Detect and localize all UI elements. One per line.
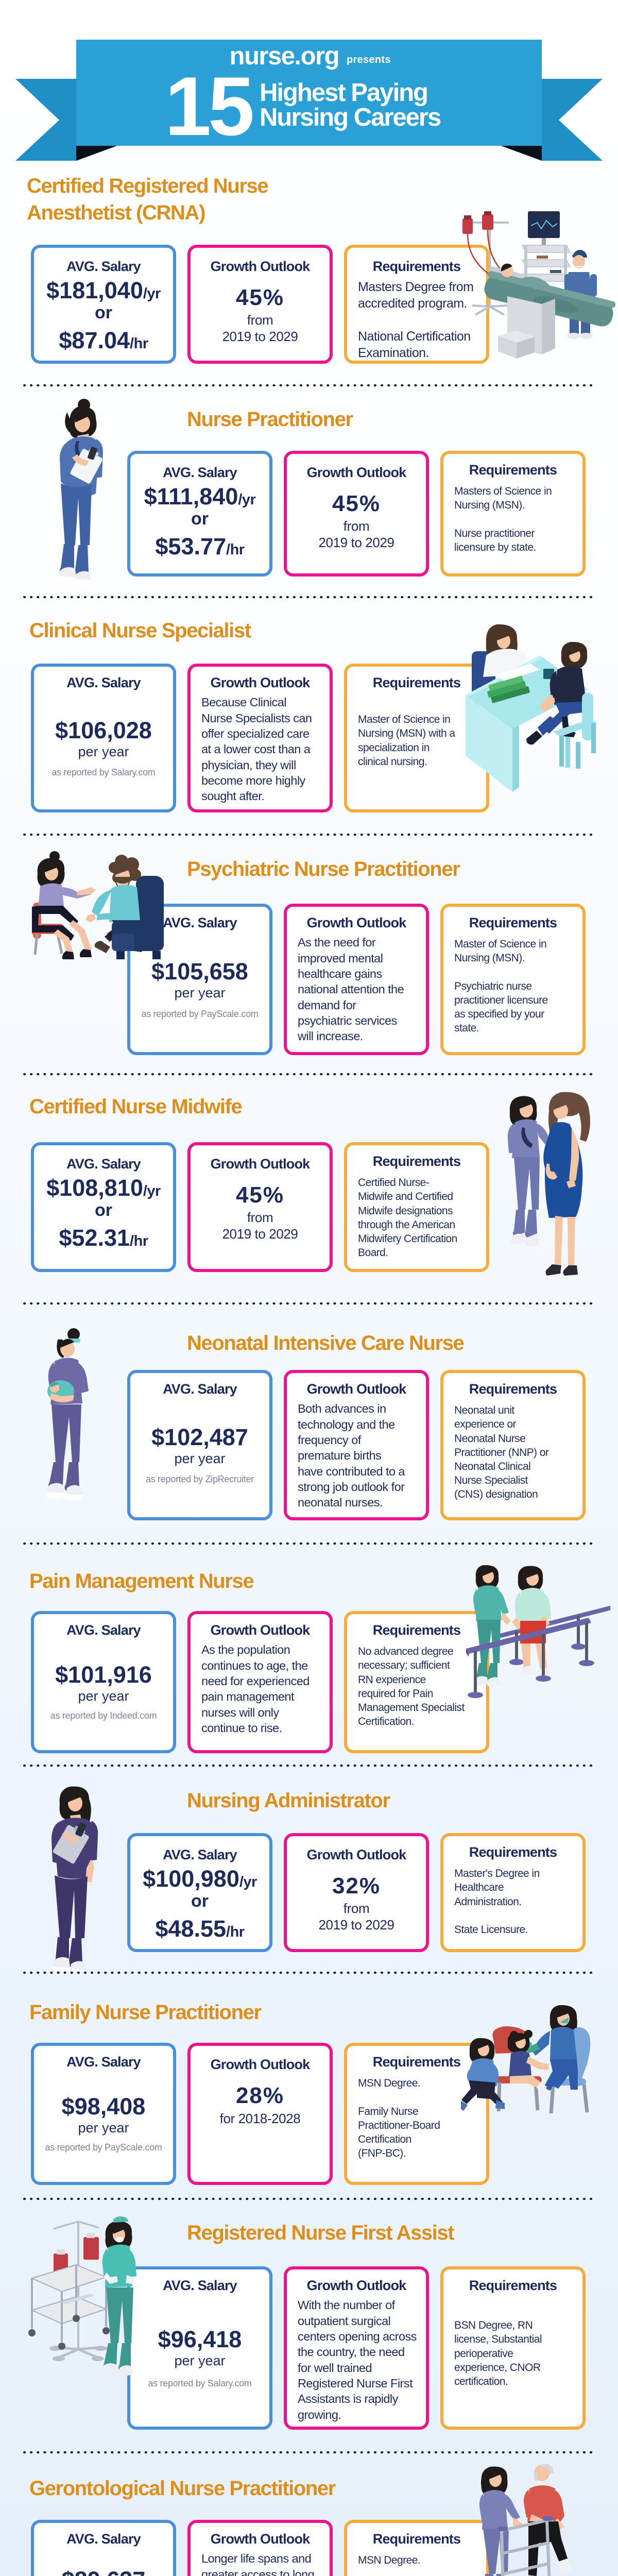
svg-text:Highest Paying: Highest Paying — [260, 79, 427, 107]
svg-text:Nursing Careers: Nursing Careers — [260, 104, 441, 131]
svg-text:nurse.org: nurse.org — [230, 42, 339, 70]
svg-text:presents: presents — [347, 54, 391, 65]
svg-text:15: 15 — [165, 60, 252, 153]
